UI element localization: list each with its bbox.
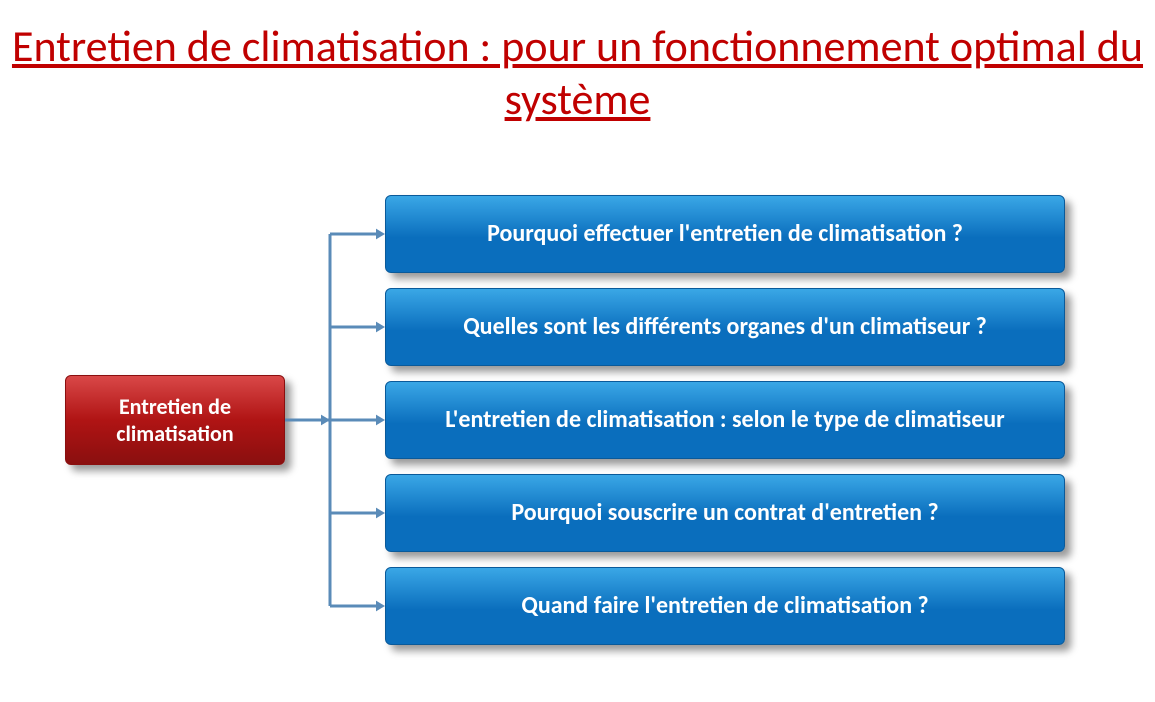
child-node-4: Quand faire l'entretien de climatisation… (385, 567, 1065, 645)
child-node-label: Quand faire l'entretien de climatisation… (521, 591, 928, 621)
child-node-0: Pourquoi effectuer l'entretien de climat… (385, 195, 1065, 273)
child-node-label: Quelles sont les différents organes d'un… (463, 312, 987, 342)
child-node-label: L'entretien de climatisation : selon le … (445, 405, 1004, 435)
child-node-label: Pourquoi effectuer l'entretien de climat… (487, 219, 963, 249)
page-title: Entretien de climatisation : pour un fon… (0, 20, 1155, 126)
root-node-label: Entretien de climatisation (74, 393, 276, 448)
child-node-label: Pourquoi souscrire un contrat d'entretie… (511, 498, 938, 528)
root-node: Entretien de climatisation (65, 375, 285, 465)
child-node-1: Quelles sont les différents organes d'un… (385, 288, 1065, 366)
child-node-3: Pourquoi souscrire un contrat d'entretie… (385, 474, 1065, 552)
child-node-2: L'entretien de climatisation : selon le … (385, 381, 1065, 459)
